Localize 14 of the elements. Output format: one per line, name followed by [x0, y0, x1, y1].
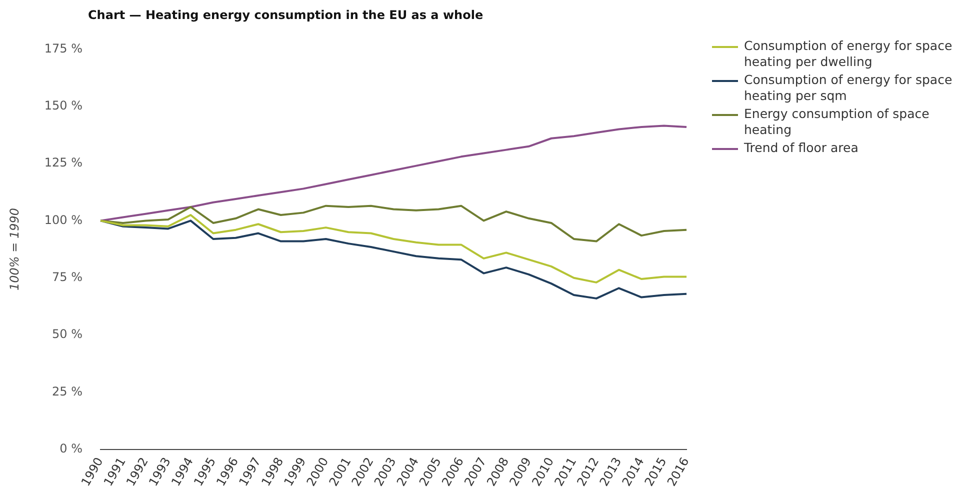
y-axis-title: 100% = 1990	[7, 208, 22, 291]
y-tick-label: 75 %	[52, 270, 83, 284]
y-tick-label: 175 %	[44, 41, 83, 56]
y-tick-label: 150 %	[44, 98, 83, 112]
legend-label: Trend of floor area	[744, 140, 858, 156]
y-tick-label: 0 %	[60, 441, 83, 456]
legend-label: Energy consumption of space heating	[744, 106, 930, 138]
chart-title: Chart — Heating energy consumption in the EU as a whole	[88, 8, 484, 22]
y-tick-label: 25 %	[52, 384, 83, 398]
legend-label: Consumption of energy for space heating per dwelling	[744, 38, 954, 70]
y-tick-label: 50 %	[52, 327, 83, 342]
y-tick-label: 100 %	[44, 212, 83, 227]
legend-label: Consumption of energy for space heating per sqm	[744, 72, 954, 104]
y-tick-label: 125 %	[44, 156, 83, 170]
